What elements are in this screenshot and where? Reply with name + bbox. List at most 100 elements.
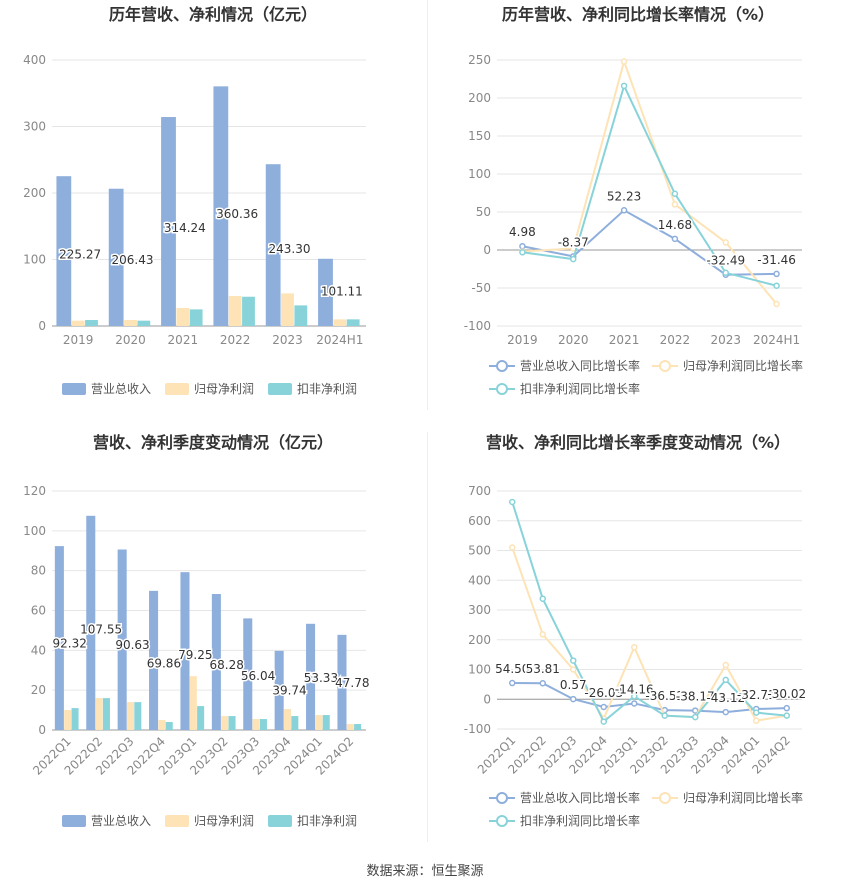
legend-label: 扣非净利润: [297, 814, 357, 828]
bar: [333, 319, 347, 326]
data-point: [722, 676, 729, 684]
bar: [259, 719, 267, 730]
bar: [346, 724, 354, 730]
bar: [71, 320, 85, 326]
bar: [54, 546, 64, 730]
bar: [243, 618, 253, 730]
data-label: 68.28: [210, 658, 244, 672]
legend-label: 扣非净利润同比增长率: [520, 381, 640, 396]
legend-swatch: [165, 815, 189, 827]
data-label: 53.33: [304, 671, 338, 685]
y-tick-label: 400: [23, 53, 46, 67]
chart-quarterly-values-svg: 营收、净利季度变动情况（亿元）0204060801001202022Q12022…: [23, 433, 371, 828]
x-tick-label: 2022: [660, 333, 691, 347]
data-point: [620, 207, 628, 214]
y-tick-label: 0: [483, 243, 491, 257]
y-tick-label: 0: [38, 723, 46, 737]
data-point: [773, 270, 780, 278]
chart-title: 历年营收、净利同比增长率情况（%）: [502, 5, 774, 24]
data-label: -32.71: [737, 688, 776, 702]
chart-quarterly-growth: 营收、净利同比增长率季度变动情况（%） -100 0 100 200 300 400 500 6…: [427, 425, 850, 850]
bar: [294, 305, 308, 326]
data-label: -36.52: [645, 689, 684, 703]
data-point: [519, 242, 526, 250]
legend-label: 归母净利润: [194, 814, 254, 828]
data-point: [570, 666, 577, 673]
data-label: 90.63: [115, 638, 149, 652]
chart-title: 历年营收、净利情况（亿元）: [109, 5, 317, 24]
legend-label: 扣非净利润同比增长率: [520, 813, 640, 828]
bar: [354, 724, 362, 730]
bar: [108, 188, 124, 326]
data-label: -26.03: [584, 686, 623, 700]
data-point: [631, 700, 638, 707]
data-point: [783, 712, 790, 719]
bar: [346, 319, 360, 326]
bar: [64, 710, 72, 730]
bar: [283, 709, 292, 730]
bar: [221, 716, 229, 730]
data-point: [722, 661, 729, 669]
chart-quarterly-values: 营收、净利季度变动情况（亿元） 0 20 40 60 80 100 120 2022Q1 2022…: [0, 425, 427, 850]
bar: [306, 623, 316, 730]
data-point: [519, 249, 526, 256]
legend-label: 扣非净利润: [297, 382, 357, 396]
bar: [124, 320, 137, 326]
y-tick-label: 100: [23, 253, 46, 267]
bar: [211, 594, 221, 730]
data-label: 39.74: [272, 683, 306, 697]
bar: [117, 549, 127, 730]
bar: [337, 634, 347, 730]
bar: [291, 716, 299, 730]
legend-marker: [659, 792, 671, 804]
y-tick-label: 150: [468, 129, 491, 143]
data-label: 52.23: [607, 189, 641, 203]
y-tick-label: 50: [476, 205, 491, 219]
data-point: [600, 718, 607, 725]
bar: [134, 702, 142, 730]
data-label: 107.55: [80, 623, 122, 637]
bar: [176, 308, 190, 326]
legend-marker: [496, 792, 508, 804]
data-point: [631, 693, 638, 700]
data-point: [773, 282, 780, 289]
bar: [322, 715, 330, 730]
data-point: [722, 269, 729, 277]
y-tick-label: 100: [468, 167, 491, 181]
x-tick-label: 2022: [220, 333, 251, 347]
data-label: 314.24: [164, 221, 206, 235]
bar: [242, 296, 255, 326]
y-tick-label: 0: [38, 319, 46, 333]
data-point: [539, 679, 546, 687]
y-tick-label: -100: [464, 319, 491, 333]
data-point: [539, 595, 546, 602]
bar: [137, 320, 151, 326]
chart-annual-growth-svg: 历年营收、净利同比增长率情况（%） -100 -50 0 50 100 150 200 250 2…: [464, 5, 803, 396]
data-label: -43.12: [706, 691, 745, 705]
data-point: [620, 82, 628, 90]
y-tick-label: 100: [468, 663, 491, 677]
bar: [197, 706, 205, 730]
data-point: [753, 709, 760, 716]
data-point: [570, 695, 577, 703]
data-label: 225.27: [59, 248, 101, 262]
data-label: 206.43: [112, 253, 154, 267]
data-point: [539, 631, 546, 638]
legend-swatch: [62, 383, 86, 395]
y-tick-label: 500: [468, 544, 491, 558]
bar: [189, 676, 197, 730]
bar: [86, 515, 96, 730]
bar: [252, 719, 260, 730]
data-label: -32.49: [706, 254, 745, 268]
y-tick-label: -100: [464, 722, 491, 736]
legend-marker: [659, 360, 671, 372]
y-tick-label: 0: [483, 692, 491, 706]
bar: [149, 590, 159, 730]
series-line: [522, 58, 778, 305]
chart-title: 营收、净利季度变动情况（亿元）: [93, 433, 333, 452]
y-tick-label: 200: [23, 186, 46, 200]
data-label: 92.32: [53, 636, 87, 650]
data-label: 53.81: [526, 662, 560, 676]
x-tick-label: 2023: [272, 333, 303, 347]
series-line: [511, 501, 787, 724]
